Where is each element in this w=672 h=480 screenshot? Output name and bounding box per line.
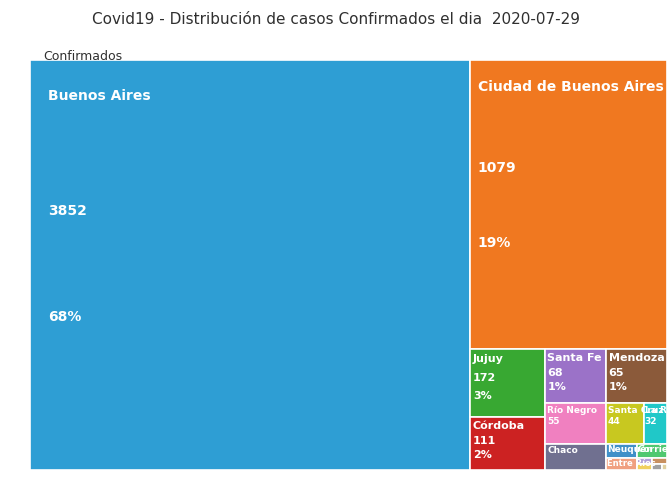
Text: La Rioja: La Rioja	[644, 406, 672, 415]
Text: 32: 32	[644, 417, 657, 426]
Bar	[636, 458, 652, 464]
Bar	[652, 458, 667, 464]
Bar	[636, 464, 652, 470]
Bar	[636, 444, 667, 458]
Text: Santa Cruz: Santa Cruz	[607, 406, 663, 415]
Text: 55: 55	[548, 417, 560, 426]
Text: 1%: 1%	[609, 382, 628, 392]
Text: 172: 172	[473, 373, 496, 383]
Text: Buenos Aires: Buenos Aires	[48, 89, 151, 103]
Text: Covid19 - Distribución de casos Confirmados el dia  2020-07-29: Covid19 - Distribución de casos Confirma…	[92, 12, 580, 27]
Bar	[652, 464, 662, 470]
Bar	[606, 349, 667, 403]
Bar	[662, 464, 667, 470]
Text: 68: 68	[548, 368, 563, 378]
Bar	[545, 403, 606, 444]
Text: 44: 44	[607, 417, 620, 426]
Bar	[606, 403, 644, 444]
Bar	[30, 60, 470, 470]
Text: 1%: 1%	[548, 382, 566, 392]
Text: Mendoza: Mendoza	[609, 353, 665, 363]
Text: Santa Fe: Santa Fe	[548, 353, 602, 363]
Bar	[470, 60, 667, 349]
Text: Córdoba: Córdoba	[473, 421, 525, 431]
Text: 2%: 2%	[473, 450, 492, 459]
Bar	[470, 349, 545, 417]
Bar	[606, 444, 636, 458]
Text: Neuquén: Neuquén	[607, 445, 653, 454]
Text: 111: 111	[473, 436, 496, 446]
Text: 1079: 1079	[478, 161, 516, 175]
Text: 3852: 3852	[48, 204, 87, 217]
Bar	[644, 403, 667, 444]
Text: Jujuy: Jujuy	[473, 354, 504, 364]
Text: 65: 65	[609, 368, 624, 378]
Bar	[606, 458, 636, 470]
Text: Corrientes: Corrientes	[638, 445, 672, 454]
Text: 3%: 3%	[473, 391, 491, 401]
Text: Chaco: Chaco	[548, 445, 578, 455]
Text: Confirmados: Confirmados	[44, 50, 123, 63]
Text: Entre Ríos: Entre Ríos	[607, 459, 656, 468]
Text: 68%: 68%	[48, 311, 81, 324]
Bar	[545, 444, 606, 470]
Text: Río Negro: Río Negro	[548, 406, 597, 415]
Text: Ciudad de Buenos Aires: Ciudad de Buenos Aires	[478, 80, 663, 94]
Bar	[545, 349, 606, 403]
Bar	[470, 417, 545, 470]
Text: 19%: 19%	[478, 237, 511, 251]
